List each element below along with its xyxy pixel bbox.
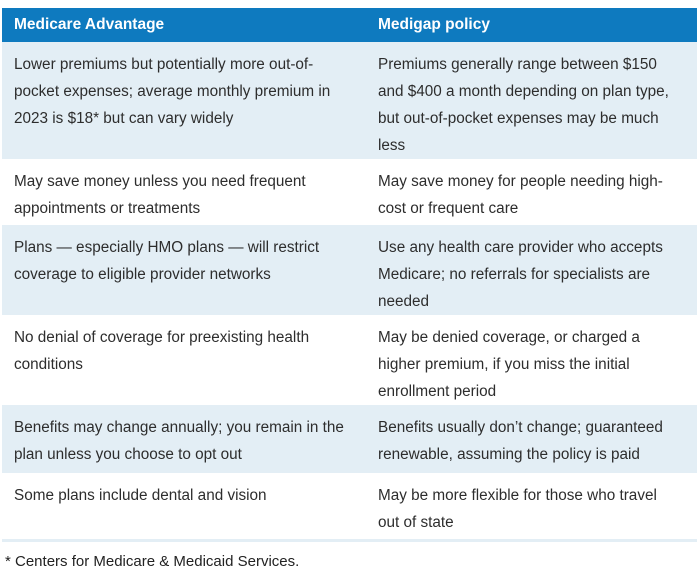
cell-medicare-advantage: Lower premiums but potentially more out-…: [14, 56, 331, 127]
cell-medigap-policy: Premiums generally range between $150 an…: [378, 56, 669, 154]
header-cell-medicare-advantage: Medicare Advantage: [14, 16, 165, 33]
cell-medigap-policy: Benefits usually don’t change; guarantee…: [378, 419, 663, 463]
table-row-provider-networks: Plans — especially HMO plans — will rest…: [2, 225, 697, 315]
cell-medigap-policy: May save money for people needing high-c…: [378, 173, 663, 217]
table-row-benefits: Benefits may change annually; you remain…: [2, 405, 697, 473]
cell-medicare-advantage: Plans — especially HMO plans — will rest…: [14, 239, 320, 283]
comparison-table-figure: Medicare Advantage Medigap policy Lower …: [2, 8, 697, 572]
cell-medigap-policy: Use any health care provider who accepts…: [378, 239, 663, 310]
cell-medigap-policy: May be denied coverage, or charged a hig…: [378, 329, 640, 400]
footnote: * Centers for Medicare & Medicaid Servic…: [5, 553, 300, 570]
table-row-extras: Some plans include dental and vision May…: [2, 473, 697, 539]
cell-medicare-advantage: May save money unless you need frequent …: [14, 173, 306, 217]
table-row-savings: May save money unless you need frequent …: [2, 159, 697, 225]
cell-medigap-policy: May be more flexible for those who trave…: [378, 487, 657, 531]
cell-medicare-advantage: Benefits may change annually; you remain…: [14, 419, 344, 463]
table-row-premiums: Lower premiums but potentially more out-…: [2, 42, 697, 159]
table-row-coverage-denial: No denial of coverage for preexisting he…: [2, 315, 697, 405]
header-cell-medigap-policy: Medigap policy: [378, 16, 490, 33]
table-header-row: Medicare Advantage Medigap policy: [2, 8, 697, 42]
cell-medicare-advantage: Some plans include dental and vision: [14, 487, 267, 504]
cell-medicare-advantage: No denial of coverage for preexisting he…: [14, 329, 310, 373]
